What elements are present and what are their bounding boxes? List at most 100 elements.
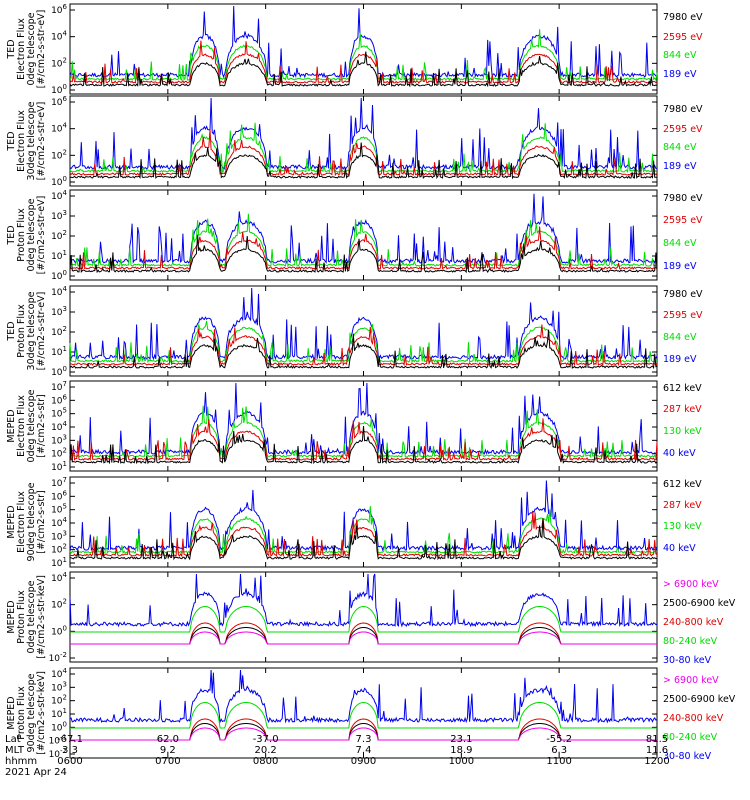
panel-3: 104 103 102 101 100 TED Proton Flux 0deg telesc… [6, 189, 703, 282]
legend-entry: 240-800 keV [663, 713, 724, 724]
y-axis-label-line: TED [6, 39, 17, 59]
y-tick-label: 104 [51, 122, 67, 135]
legend-entry: 7980 eV [663, 12, 703, 23]
legend-entry: 189 eV [663, 261, 697, 272]
legend-entry: 287 keV [663, 404, 702, 415]
x-tick-label-mlt: 20.2 [255, 745, 277, 756]
x-tick-label-time: 0600 [57, 756, 82, 767]
y-tick-label: 105 [51, 407, 67, 420]
y-axis-label-line: Proton Flux [16, 304, 27, 358]
y-axis-label-line: [#/cm2-s-str-eV] [36, 10, 47, 89]
y-axis-label-line: [#/cm2-s-str-keV] [36, 671, 47, 755]
y-tick-label: 104 [51, 30, 67, 43]
series-line-blue [69, 573, 658, 628]
y-axis-label-line: [#/cm2-s-str-keV] [36, 575, 47, 659]
row-label-mlt: MLT [5, 745, 25, 756]
x-tick-label-lat: 7.3 [356, 734, 372, 745]
y-tick-label: 102 [51, 148, 67, 161]
panel-frame [69, 95, 658, 187]
legend-entry: 189 eV [663, 354, 697, 365]
x-tick-label-mlt: 3.3 [62, 745, 78, 756]
series-line-magenta [70, 727, 657, 741]
series-line-black [69, 51, 658, 88]
y-axis-label-line: TED [6, 225, 17, 245]
y-axis-label-line: MEPED [6, 600, 17, 633]
series-line-black [69, 329, 658, 370]
y-axis-label-line: 0deg telescope [26, 198, 37, 271]
series-line-black [69, 234, 658, 274]
y-axis-label-line: TED [6, 321, 17, 341]
x-tick-label-mlt: 11.6 [646, 745, 668, 756]
y-tick-label: 100 [51, 175, 67, 188]
y-axis-label-line: Electron Flux [16, 110, 27, 172]
y-tick-label: 104 [51, 571, 67, 584]
y-tick-label: 106 [51, 489, 67, 502]
x-tick-label-time: 1200 [644, 756, 669, 767]
y-axis-label-line: Electron Flux [16, 491, 27, 553]
series-line-green [69, 213, 658, 268]
y-tick-label: 101 [51, 707, 67, 720]
panel-frame [69, 3, 658, 95]
y-tick-label: 103 [51, 433, 67, 446]
y-tick-label: 103 [51, 680, 67, 693]
series-line-blue [69, 287, 658, 361]
series-line-blue [69, 480, 658, 552]
legend-entry: 844 eV [663, 142, 697, 153]
x-tick-label-lat: -37.0 [253, 734, 279, 745]
legend-entry: 80-240 keV [663, 732, 718, 743]
legend-entry: 844 eV [663, 238, 697, 249]
y-tick-label: 100 [51, 83, 67, 96]
series-line-red [69, 511, 658, 558]
x-tick-label-lat: 23.1 [450, 734, 472, 745]
legend-entry: 7980 eV [663, 289, 703, 300]
y-tick-label: 102 [51, 543, 67, 556]
y-axis-label-line: 30deg telescope [26, 291, 37, 370]
y-axis-label-line: [#/cm2-s-str] [36, 394, 47, 457]
y-tick-label: 104 [51, 285, 67, 298]
legend-entry: 2595 eV [663, 32, 703, 43]
x-tick-label-time: 0700 [155, 756, 180, 767]
y-tick-label: 106 [51, 95, 67, 108]
row-label-lat: Lat [5, 734, 21, 745]
x-tick-label-mlt: 9.2 [160, 745, 176, 756]
y-tick-label: 10-2 [49, 651, 67, 664]
panel-7: 104 102 100 10-2 MEPED Proton Flux 0deg telesc… [6, 571, 736, 666]
x-tick-label-mlt: 7.4 [356, 745, 372, 756]
legend-entry: 2500-6900 keV [663, 694, 736, 705]
y-axis-label-line: [#/cm2-s-str] [36, 490, 47, 553]
y-tick-label: 10-2 [49, 747, 67, 760]
legend-entry: 240-800 keV [663, 617, 724, 628]
y-tick-label: 105 [51, 503, 67, 516]
y-axis-label-line: 90deg telescope [26, 482, 37, 561]
legend-entry: 80-240 keV [663, 636, 718, 647]
series-line-blue [69, 669, 658, 724]
legend-entry: 40 keV [663, 448, 696, 459]
y-tick-label: 104 [51, 420, 67, 433]
legend-entry: 287 keV [663, 500, 702, 511]
y-tick-label: 100 [51, 720, 67, 733]
y-axis-label-line: 90deg telescope [26, 673, 37, 752]
y-tick-label: 100 [51, 365, 67, 378]
y-tick-label: 10-1 [49, 734, 67, 747]
y-tick-label: 103 [51, 209, 67, 222]
y-tick-label: 107 [51, 380, 67, 393]
y-axis-label-line: MEPED [6, 696, 17, 729]
y-axis-label-line: MEPED [6, 505, 17, 538]
y-tick-label: 102 [51, 56, 67, 69]
legend-entry: 2595 eV [663, 124, 703, 135]
y-tick-label: 104 [51, 516, 67, 529]
y-axis-label-line: [#/cm2-s-str-eV] [36, 102, 47, 181]
legend-entry: > 6900 keV [663, 579, 719, 590]
series-line-black [70, 627, 657, 645]
y-tick-label: 102 [51, 325, 67, 338]
series-line-green [70, 605, 657, 633]
series-line-blue [69, 97, 658, 171]
series-line-black [69, 425, 658, 465]
y-axis-label-line: Electron Flux [16, 395, 27, 457]
x-tick-label-time: 0900 [351, 756, 376, 767]
legend-entry: 612 keV [663, 479, 702, 490]
legend-entry: 189 eV [663, 69, 697, 80]
